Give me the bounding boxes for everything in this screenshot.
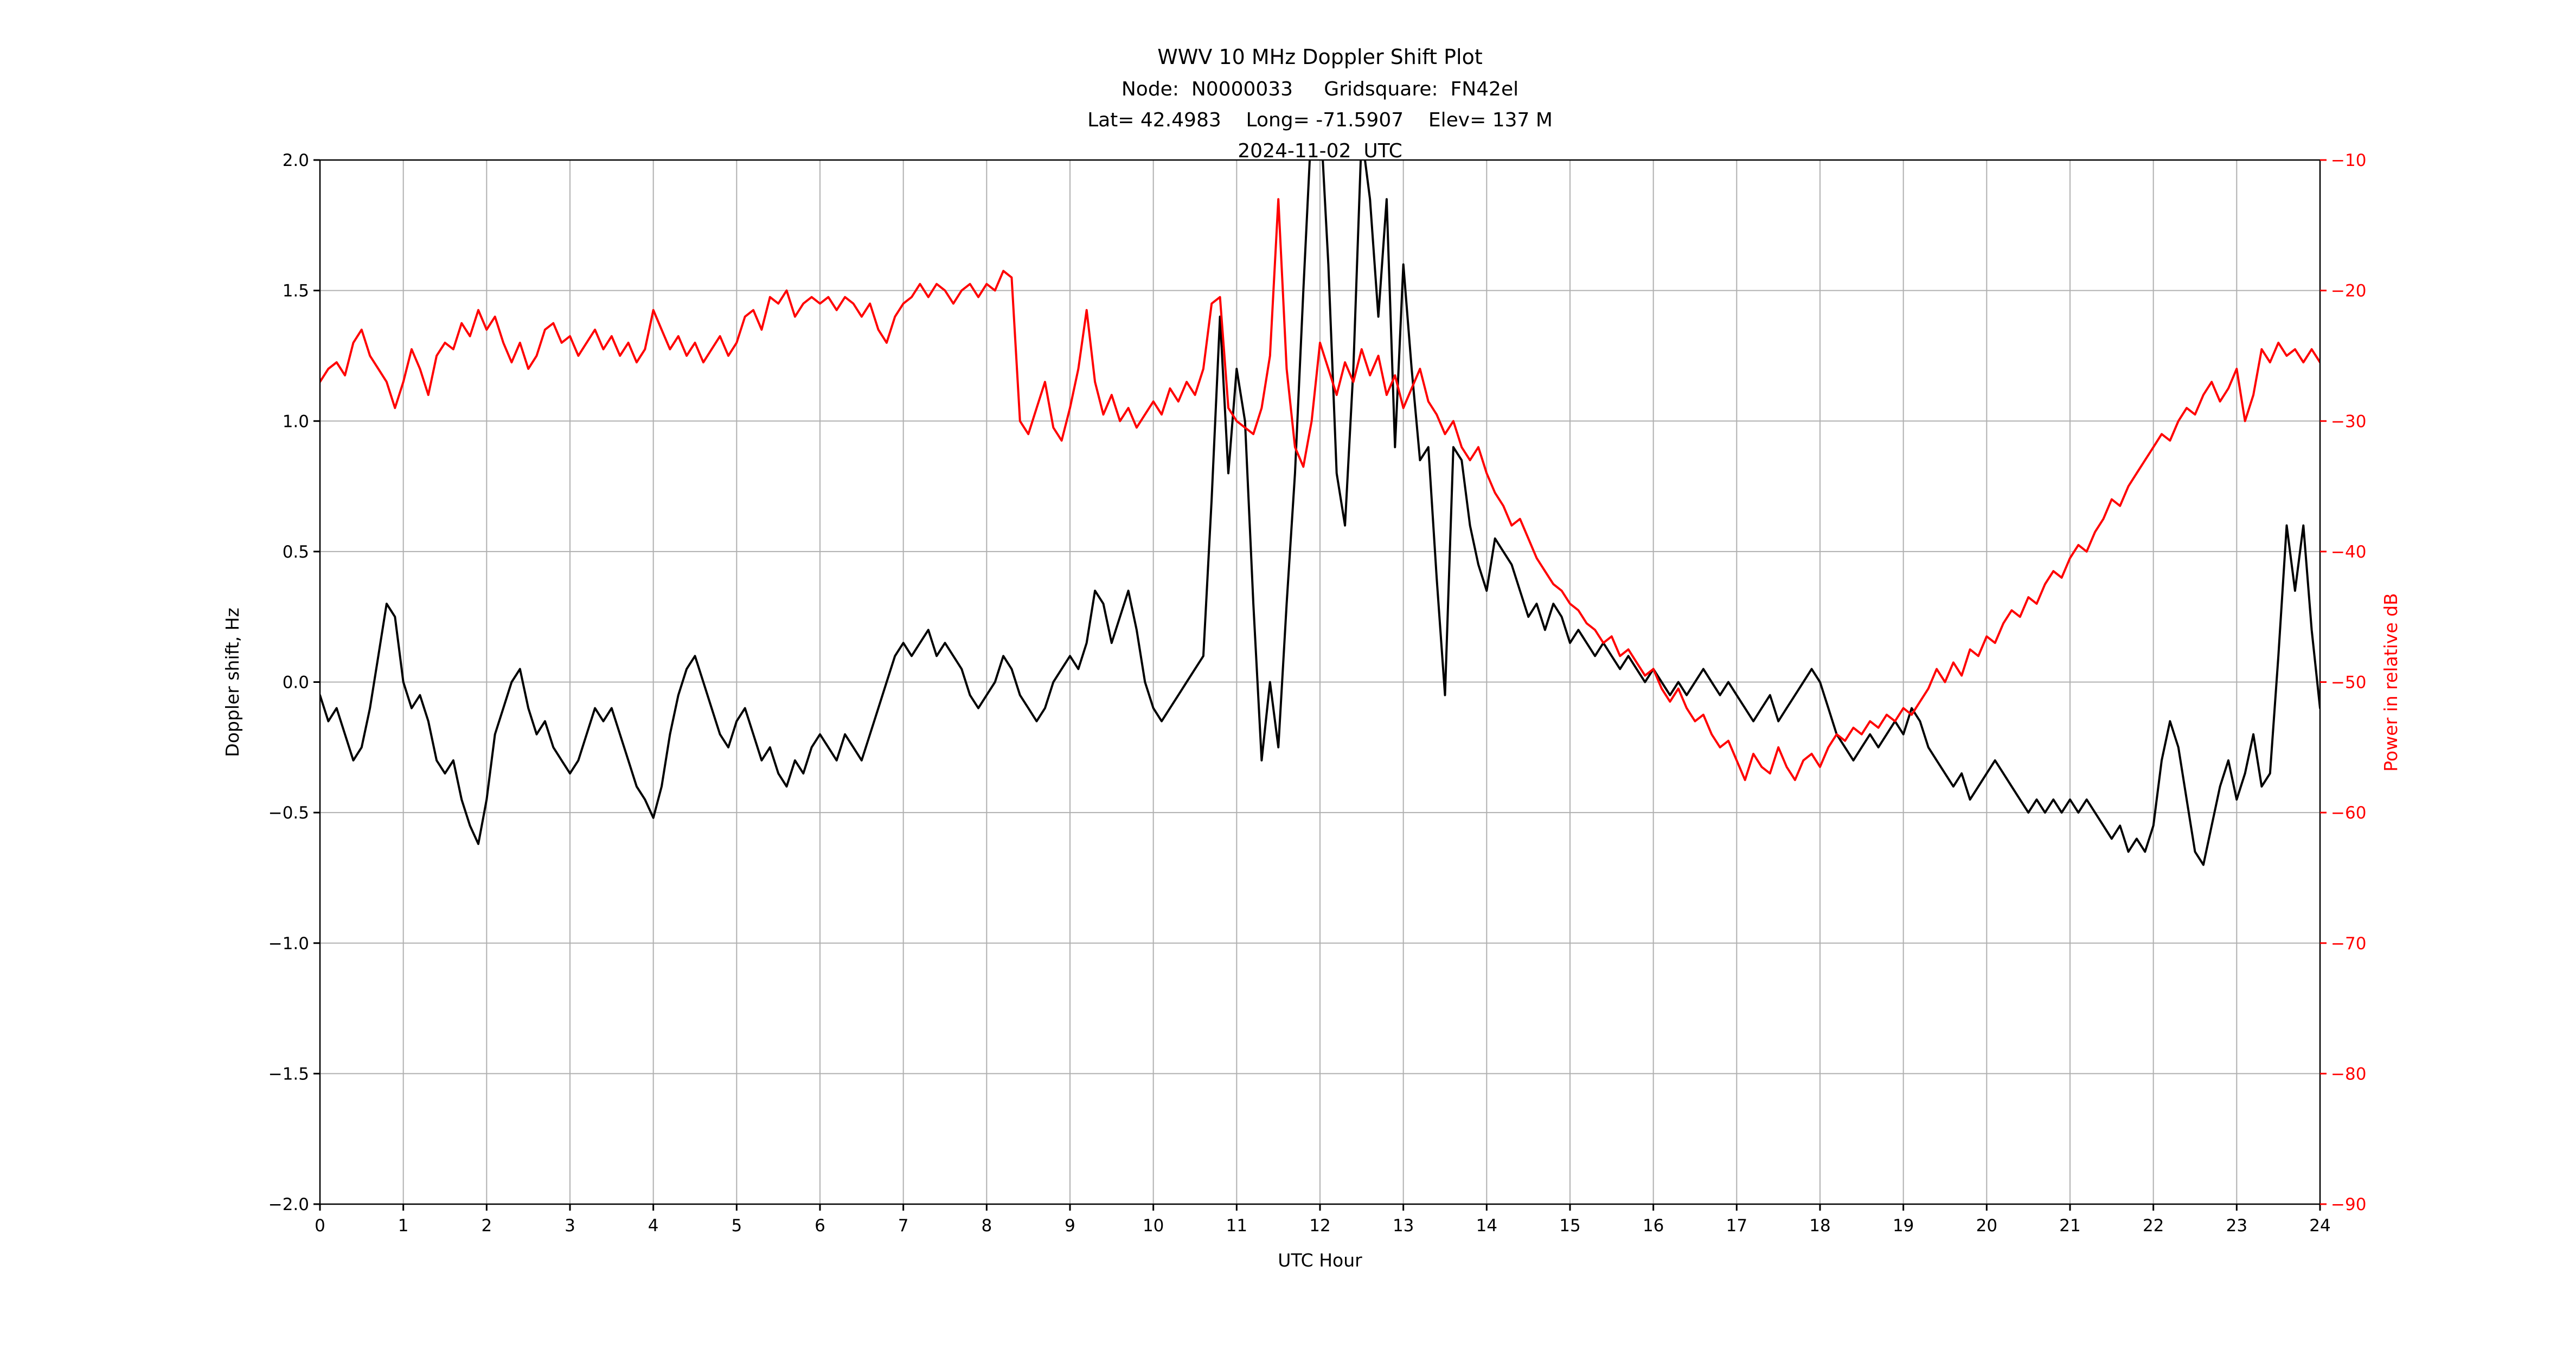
x-tick-label: 7 [898, 1216, 909, 1236]
x-tick-label: 22 [2143, 1216, 2164, 1236]
x-tick-label: 5 [731, 1216, 742, 1236]
x-tick-label: 1 [398, 1216, 409, 1236]
y-left-tick-label: −1.5 [268, 1064, 309, 1084]
x-tick-label: 2 [481, 1216, 492, 1236]
y-right-tick-label: −90 [2331, 1195, 2366, 1214]
header: WWV 10 MHz Doppler Shift Plot Node: N000… [1087, 45, 1553, 162]
x-tick-label: 20 [1976, 1216, 1997, 1236]
location-line: Lat= 42.4983 Long= -71.5907 Elev= 137 M [1087, 109, 1553, 131]
y-axis-right-label: Power in relative dB [2380, 593, 2401, 771]
x-tick-label: 10 [1143, 1216, 1164, 1236]
x-tick-label: 4 [648, 1216, 659, 1236]
x-tick-label: 11 [1226, 1216, 1247, 1236]
x-tick-label: 23 [2226, 1216, 2247, 1236]
y-left-tick-label: −0.5 [268, 803, 309, 823]
y-right-tick-label: −50 [2331, 673, 2366, 693]
x-tick-label: 16 [1643, 1216, 1664, 1236]
x-axis-label: UTC Hour [1278, 1250, 1362, 1271]
y-left-tick-label: 2.0 [283, 151, 309, 170]
date-line: 2024-11-02 UTC [1238, 140, 1402, 162]
x-tick-label: 19 [1893, 1216, 1914, 1236]
y-right-tick-label: −60 [2331, 803, 2366, 823]
series-relative-power-line [320, 198, 2320, 781]
x-tick-label: 6 [815, 1216, 825, 1236]
plot-title: WWV 10 MHz Doppler Shift Plot [1157, 45, 1483, 69]
y-axis-left-label: Doppler shift, Hz [222, 607, 243, 757]
x-tick-label: 12 [1309, 1216, 1330, 1236]
x-tick-label: 21 [2059, 1216, 2080, 1236]
x-tick-label: 8 [981, 1216, 992, 1236]
x-tick-label: 9 [1065, 1216, 1075, 1236]
series-layer [320, 160, 2320, 866]
y-right-tick-label: −70 [2331, 934, 2366, 954]
x-tick-label: 18 [1809, 1216, 1830, 1236]
x-tick-label: 13 [1393, 1216, 1414, 1236]
y-right-tick-label: −40 [2331, 542, 2366, 562]
x-tick-label: 24 [2309, 1216, 2330, 1236]
x-tick-label: 15 [1559, 1216, 1580, 1236]
y-right-tick-label: −30 [2331, 412, 2366, 431]
node-gridsquare-line: Node: N0000033 Gridsquare: FN42el [1122, 78, 1518, 100]
axes-layer: 0 1 2 3 4 5 6 7 8 9 10 11 12 13 14 15 16 17 18 19 20 21 22 23 24… [268, 151, 2367, 1236]
y-right-tick-label: −20 [2331, 282, 2366, 301]
x-tick-label: 14 [1476, 1216, 1497, 1236]
y-left-tick-label: 1.5 [283, 282, 309, 301]
y-left-tick-label: −1.0 [268, 934, 309, 954]
y-left-tick-label: −2.0 [268, 1195, 309, 1214]
y-left-tick-label: 0.0 [283, 673, 309, 693]
y-right-tick-label: −10 [2331, 151, 2366, 170]
y-right-tick-label: −80 [2331, 1064, 2366, 1084]
y-left-tick-label: 1.0 [283, 412, 309, 431]
y-left-tick-label: 0.5 [283, 542, 309, 562]
series-doppler-shift-line [320, 160, 2320, 866]
x-tick-label: 17 [1726, 1216, 1747, 1236]
x-tick-label: 3 [565, 1216, 575, 1236]
x-tick-label: 0 [315, 1216, 325, 1236]
